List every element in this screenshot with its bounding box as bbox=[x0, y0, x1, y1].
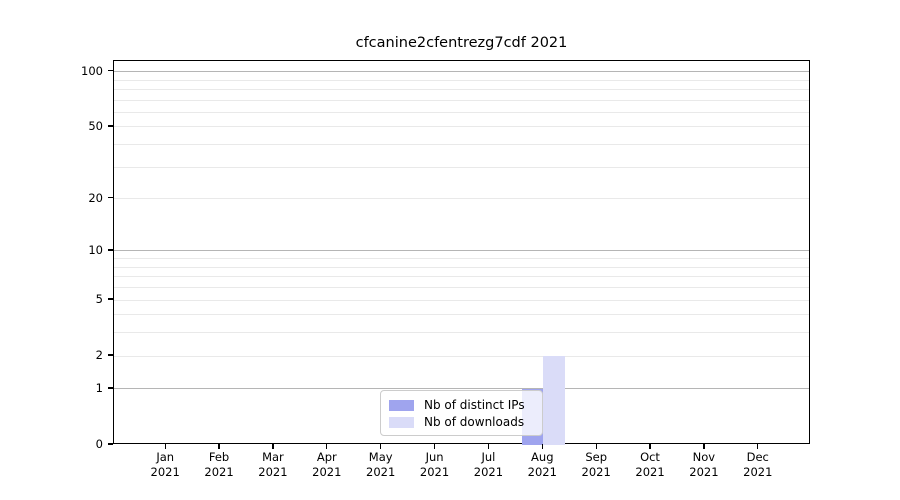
y-tick-label-10: 10 bbox=[88, 242, 103, 257]
gridline-minor-5 bbox=[114, 299, 809, 301]
x-tick-label-oct-2021: Oct 2021 bbox=[635, 450, 665, 479]
chart-title: cfcanine2cfentrezg7cdf 2021 bbox=[355, 35, 568, 51]
y-tick-label-20: 20 bbox=[88, 190, 103, 205]
gridline-minor-60 bbox=[114, 111, 809, 113]
gridline-minor-30 bbox=[114, 166, 809, 168]
y-tick-mark-5 bbox=[108, 298, 113, 300]
gridline-minor-20 bbox=[114, 198, 809, 200]
gridline-minor-3 bbox=[114, 332, 809, 334]
gridline-minor-6 bbox=[114, 287, 809, 289]
x-tick-label-jul-2021: Jul 2021 bbox=[473, 450, 504, 479]
x-tick-mark-jul-2021 bbox=[487, 444, 490, 449]
gridline-minor-50 bbox=[114, 126, 809, 128]
legend-label-distinct-ips: Nb of distinct IPs bbox=[424, 398, 525, 412]
y-tick-label-100: 100 bbox=[81, 63, 103, 78]
x-tick-mark-jun-2021 bbox=[433, 444, 436, 449]
x-tick-mark-feb-2021 bbox=[218, 444, 220, 449]
x-tick-label-jun-2021: Jun 2021 bbox=[419, 450, 450, 479]
gridline-minor-4 bbox=[114, 314, 809, 316]
x-tick-mark-jan-2021 bbox=[164, 444, 166, 449]
gridline-minor-2 bbox=[114, 355, 809, 357]
x-tick-label-aug-2021: Aug 2021 bbox=[527, 450, 557, 479]
gridline-major-10 bbox=[114, 250, 809, 252]
gridline-minor-90 bbox=[114, 79, 809, 81]
x-tick-label-feb-2021: Feb 2021 bbox=[204, 450, 234, 479]
y-tick-mark-50 bbox=[108, 125, 113, 127]
x-tick-label-nov-2021: Nov 2021 bbox=[689, 450, 719, 479]
legend: Nb of distinct IPs Nb of downloads bbox=[380, 390, 543, 436]
y-tick-label-50: 50 bbox=[88, 118, 103, 133]
y-tick-mark-100 bbox=[108, 69, 113, 72]
x-tick-mark-nov-2021 bbox=[703, 444, 705, 449]
x-tick-mark-oct-2021 bbox=[649, 444, 651, 449]
gridline-minor-9 bbox=[114, 258, 809, 260]
gridline-major-1 bbox=[114, 388, 809, 390]
gridline-minor-70 bbox=[114, 99, 809, 101]
legend-swatch-distinct-ips bbox=[389, 399, 414, 411]
legend-swatch-downloads bbox=[389, 416, 414, 428]
y-tick-label-5: 5 bbox=[95, 292, 103, 307]
x-tick-mark-mar-2021 bbox=[272, 444, 274, 449]
gridline-minor-40 bbox=[114, 144, 809, 146]
y-tick-label-0: 0 bbox=[95, 437, 103, 451]
x-tick-mark-sep-2021 bbox=[595, 444, 597, 449]
legend-item-downloads: Nb of downloads bbox=[389, 414, 534, 430]
legend-item-distinct-ips: Nb of distinct IPs bbox=[389, 397, 534, 413]
legend-label-downloads: Nb of downloads bbox=[424, 415, 525, 429]
y-tick-mark-2 bbox=[108, 354, 113, 356]
x-tick-label-sep-2021: Sep 2021 bbox=[581, 450, 611, 479]
x-tick-mark-apr-2021 bbox=[326, 444, 328, 449]
x-tick-mark-dec-2021 bbox=[757, 444, 759, 449]
x-tick-mark-aug-2021 bbox=[541, 444, 543, 449]
plot-area: Nb of distinct IPs Nb of downloads bbox=[113, 60, 810, 445]
gridline-minor-8 bbox=[114, 266, 809, 268]
x-tick-label-jan-2021: Jan 2021 bbox=[150, 450, 180, 479]
y-tick-label-2: 2 bbox=[95, 348, 103, 363]
y-tick-mark-0 bbox=[108, 443, 113, 445]
x-tick-label-apr-2021: Apr 2021 bbox=[312, 450, 342, 479]
y-tick-mark-10 bbox=[108, 249, 113, 251]
x-tick-mark-may-2021 bbox=[380, 444, 382, 449]
gridline-minor-80 bbox=[114, 88, 809, 90]
gridline-major-100 bbox=[114, 71, 809, 73]
gridline-minor-7 bbox=[114, 276, 809, 278]
x-tick-label-dec-2021: Dec 2021 bbox=[743, 450, 773, 479]
y-tick-mark-20 bbox=[108, 197, 113, 199]
y-tick-mark-1 bbox=[108, 387, 113, 389]
y-tick-label-1: 1 bbox=[95, 380, 103, 395]
x-tick-label-may-2021: May 2021 bbox=[366, 450, 396, 479]
bar-downloads-aug-2021 bbox=[543, 356, 565, 445]
x-tick-label-mar-2021: Mar 2021 bbox=[258, 450, 288, 479]
